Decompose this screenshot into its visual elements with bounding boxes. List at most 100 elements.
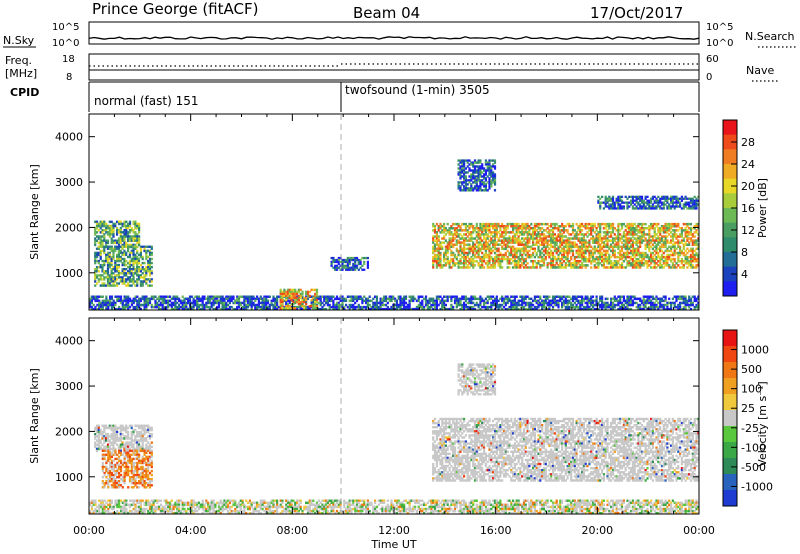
power-cell-3-7-1 bbox=[292, 290, 295, 294]
power-cell-2-237-0 bbox=[519, 295, 522, 298]
power-cell-2-263-2 bbox=[566, 299, 569, 303]
power-cell-5-124-7 bbox=[657, 237, 660, 240]
power-cell-5-9-21 bbox=[448, 266, 451, 269]
power-cell-2-277-2 bbox=[591, 299, 595, 303]
power-cell-5-125-19 bbox=[659, 262, 662, 265]
power-cell-5-2-6 bbox=[435, 235, 438, 238]
power-cell-2-162-6 bbox=[383, 307, 386, 311]
power-cell-5-132-8 bbox=[671, 239, 674, 242]
power-cell-5-103-5 bbox=[619, 233, 622, 236]
power-cell-5-80-18 bbox=[577, 260, 580, 263]
power-cell-5-70-18 bbox=[559, 260, 562, 263]
power-cell-5-34-3 bbox=[493, 229, 497, 232]
power-cell-1-7-5 bbox=[106, 255, 110, 259]
power-cell-5-85-12 bbox=[586, 247, 589, 251]
power-cell-2-43-4 bbox=[167, 303, 170, 307]
power-cell-2-271-6 bbox=[581, 307, 584, 311]
power-cell-5-74-20 bbox=[566, 264, 569, 267]
power-cell-5-11-18 bbox=[452, 260, 455, 263]
power-cell-2-287-2 bbox=[610, 299, 613, 303]
power-cell-5-56-5 bbox=[533, 233, 536, 236]
power-cell-2-78-0 bbox=[230, 295, 233, 298]
power-cell-1-25-3 bbox=[139, 251, 142, 255]
power-cell-2-270-2 bbox=[579, 299, 582, 303]
power-cell-5-21-11 bbox=[470, 245, 473, 249]
power-cell-5-49-9 bbox=[521, 241, 524, 244]
power-cell-2-9-5 bbox=[105, 305, 108, 309]
power-cell-2-195-0 bbox=[443, 295, 446, 298]
power-cell-3-13-5 bbox=[303, 298, 306, 302]
power-cell-1-0-11 bbox=[94, 268, 97, 271]
power-cell-1-10-6 bbox=[112, 257, 115, 261]
power-cell-5-46-8 bbox=[515, 239, 518, 242]
power-cell-1-15-15 bbox=[121, 276, 124, 279]
power-cell-5-30-12 bbox=[486, 247, 489, 251]
power-cell-3-6-5 bbox=[290, 298, 293, 302]
power-cell-1-21-13 bbox=[132, 272, 135, 275]
power-cell-5-114-0 bbox=[639, 222, 642, 226]
power-cell-5-48-17 bbox=[519, 257, 522, 261]
date-label: 17/Oct/2017 bbox=[590, 4, 683, 22]
power-cell-5-140-6 bbox=[686, 235, 689, 238]
power-cell-2-333-6 bbox=[693, 307, 696, 311]
power-cell-0-15-5 bbox=[121, 231, 124, 234]
power-cell-2-151-0 bbox=[363, 295, 366, 298]
power-cell-5-19-21 bbox=[466, 266, 469, 269]
power-cell-5-146-5 bbox=[697, 233, 700, 236]
power-cell-1-23-6 bbox=[136, 257, 139, 261]
power-cell-2-141-4 bbox=[345, 303, 348, 307]
power-cell-3-1-9 bbox=[281, 307, 284, 310]
power-cell-2-296-4 bbox=[626, 303, 629, 307]
power-cell-5-109-1 bbox=[630, 225, 633, 228]
power-cell-5-81-20 bbox=[579, 264, 582, 267]
power-cell-1-24-16 bbox=[137, 278, 141, 281]
power-cell-2-73-4 bbox=[221, 303, 224, 307]
power-cell-2-303-5 bbox=[639, 305, 642, 309]
power-cell-5-94-9 bbox=[602, 241, 605, 244]
power-cell-5-26-13 bbox=[479, 249, 482, 253]
power-cell-5-67-11 bbox=[553, 245, 556, 249]
power-cell-5-35-16 bbox=[495, 255, 498, 259]
power-cell-2-309-6 bbox=[650, 307, 653, 311]
power-cell-2-248-0 bbox=[539, 295, 542, 298]
power-cell-2-5-2 bbox=[98, 299, 101, 303]
power-cell-5-102-5 bbox=[617, 233, 620, 236]
power-cell-0-6-9 bbox=[105, 239, 108, 242]
power-cell-5-44-0 bbox=[512, 222, 515, 226]
power-cell-2-275-1 bbox=[588, 297, 591, 301]
power-cell-2-230-6 bbox=[506, 307, 509, 311]
power-cell-2-4-1 bbox=[96, 297, 99, 301]
power-cell-6-12-3 bbox=[479, 165, 482, 168]
power-cell-5-134-5 bbox=[675, 233, 678, 236]
power-cell-5-44-6 bbox=[512, 235, 515, 238]
power-cell-1-18-10 bbox=[127, 266, 130, 269]
power-cell-2-296-6 bbox=[626, 307, 629, 311]
power-cell-0-4-9 bbox=[101, 239, 104, 242]
power-cell-5-90-3 bbox=[595, 229, 598, 232]
power-cell-4-6-5 bbox=[341, 266, 344, 269]
power-cell-2-306-3 bbox=[644, 301, 647, 305]
power-cell-2-38-2 bbox=[158, 299, 161, 303]
power-cell-5-45-16 bbox=[513, 255, 516, 259]
power-cell-5-47-12 bbox=[517, 247, 520, 251]
power-cell-5-36-1 bbox=[497, 225, 500, 228]
power-cell-5-30-2 bbox=[486, 227, 489, 230]
power-cell-2-268-1 bbox=[575, 297, 578, 301]
power-cell-2-16-2 bbox=[118, 299, 121, 303]
power-cell-1-9-19 bbox=[110, 284, 113, 287]
power-cell-5-87-21 bbox=[590, 266, 593, 269]
power-cell-5-20-8 bbox=[468, 239, 471, 242]
power-cell-2-287-6 bbox=[610, 307, 613, 311]
power-cell-5-123-8 bbox=[655, 239, 658, 242]
power-cell-5-35-9 bbox=[495, 241, 498, 244]
power-cell-5-121-2 bbox=[651, 227, 654, 230]
power-cell-2-41-0 bbox=[163, 295, 166, 298]
power-cell-2-307-3 bbox=[646, 301, 649, 305]
power-cell-1-27-12 bbox=[143, 270, 146, 273]
power-cell-2-30-6 bbox=[143, 307, 146, 311]
power-cell-2-135-4 bbox=[334, 303, 337, 307]
power-cell-1-21-4 bbox=[132, 253, 135, 257]
power-cell-2-293-0 bbox=[620, 295, 624, 298]
power-cell-2-214-4 bbox=[477, 303, 480, 307]
power-cell-5-143-9 bbox=[691, 241, 694, 244]
